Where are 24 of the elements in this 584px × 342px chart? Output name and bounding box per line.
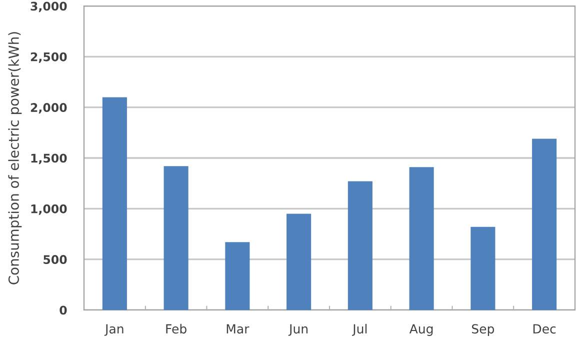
y-tick-label: 1,500 [31,154,67,164]
bar [348,181,372,310]
y-tick-label: 0 [60,306,67,315]
x-tick-label: Aug [409,324,433,336]
x-tick-label: Jun [288,324,308,336]
x-tick-label: Dec [533,324,556,334]
bar [532,138,557,310]
y-axis-title: Consumption of electric power(kWh) [8,32,22,284]
bar [102,97,127,310]
x-tick-label: Sep [472,324,494,336]
x-tick-label: Mar [226,324,250,334]
bar [470,226,496,310]
y-tick-label: 2,500 [30,52,67,63]
y-tick-label: 2,000 [30,103,67,114]
bar [409,167,434,310]
bar [225,242,250,310]
x-tick-label: Feb [166,324,186,334]
y-tick-label: 1,000 [31,204,67,215]
x-tick-label: Jan [104,324,124,336]
bar [286,214,312,310]
y-tick-label: 500 [44,255,67,264]
bar [164,166,188,310]
y-tick-label: 3,000 [30,2,67,12]
x-tick-label: Jul [352,324,367,336]
